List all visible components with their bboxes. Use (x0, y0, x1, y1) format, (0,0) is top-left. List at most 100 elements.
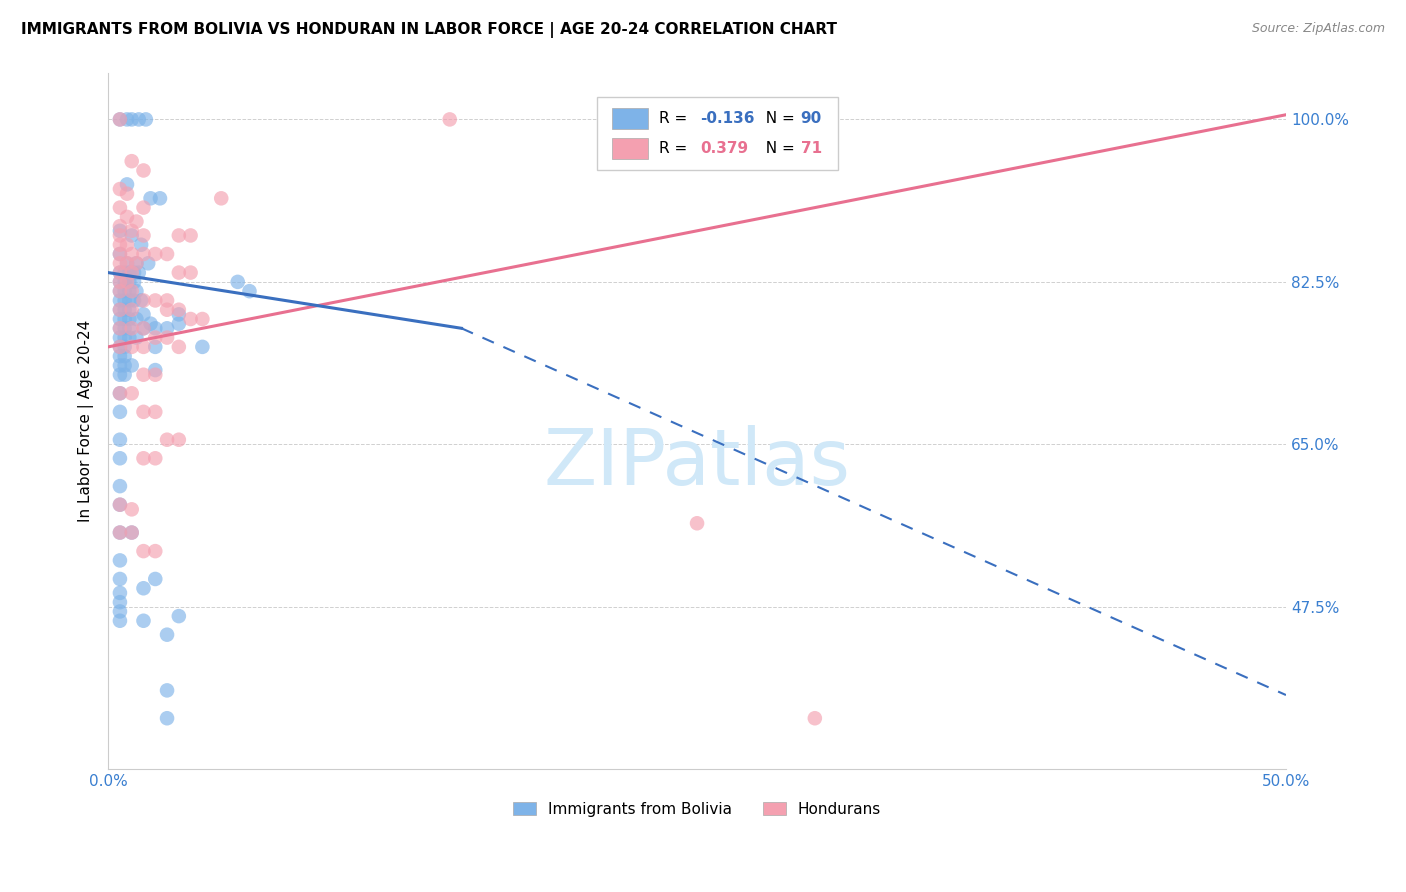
Legend: Immigrants from Bolivia, Hondurans: Immigrants from Bolivia, Hondurans (505, 794, 889, 824)
Point (143, 544, 166, 558)
Point (180, 266, 202, 280)
Point (108, 595, 131, 609)
Point (108, 349, 131, 363)
Point (143, 340, 166, 354)
Point (108, 182, 131, 196)
Point (118, 293, 141, 308)
Text: -0.136: -0.136 (700, 112, 755, 127)
Text: ZIPatlas: ZIPatlas (544, 425, 851, 501)
Text: R =: R = (659, 141, 693, 156)
Point (108, 256, 131, 270)
Point (121, 284, 143, 298)
Point (136, 256, 159, 270)
Point (114, 330, 136, 344)
Point (114, 293, 136, 308)
Point (108, 525, 131, 540)
Point (108, 247, 131, 261)
Text: R =: R = (659, 112, 693, 127)
Point (125, 214, 148, 228)
Point (439, 112, 461, 127)
Text: 71: 71 (800, 141, 823, 156)
Point (132, 614, 155, 628)
Point (108, 228, 131, 243)
Point (156, 433, 179, 447)
Point (108, 386, 131, 401)
Point (132, 368, 155, 382)
Point (108, 302, 131, 317)
Point (114, 359, 136, 373)
Point (125, 312, 148, 326)
Point (804, 711, 827, 725)
Point (118, 302, 141, 317)
Point (149, 191, 172, 205)
Point (121, 154, 143, 169)
Point (132, 581, 155, 595)
Point (143, 321, 166, 335)
Point (114, 266, 136, 280)
Point (143, 572, 166, 586)
Point (118, 275, 141, 289)
Point (108, 247, 131, 261)
Point (108, 614, 131, 628)
Point (156, 247, 179, 261)
Point (132, 307, 155, 321)
Point (114, 368, 136, 382)
Point (167, 302, 190, 317)
Point (108, 201, 131, 215)
Point (108, 266, 131, 280)
FancyBboxPatch shape (598, 97, 838, 170)
Point (167, 609, 190, 624)
Point (108, 237, 131, 252)
Point (132, 451, 155, 466)
Point (156, 293, 179, 308)
Point (115, 256, 138, 270)
Point (139, 191, 162, 205)
Point (132, 405, 155, 419)
Point (132, 340, 155, 354)
Point (132, 163, 155, 178)
Point (108, 605, 131, 619)
Point (115, 178, 138, 192)
Point (108, 572, 131, 586)
Point (132, 544, 155, 558)
Point (121, 224, 143, 238)
Point (143, 330, 166, 344)
Point (167, 266, 190, 280)
Point (121, 525, 143, 540)
Point (121, 266, 143, 280)
Point (121, 340, 143, 354)
Point (143, 405, 166, 419)
Point (118, 312, 141, 326)
Point (122, 293, 145, 308)
Point (156, 683, 179, 698)
Point (114, 284, 136, 298)
Point (167, 433, 190, 447)
Point (121, 525, 143, 540)
Point (167, 340, 190, 354)
Point (108, 112, 131, 127)
Point (108, 293, 131, 308)
Point (129, 237, 152, 252)
Point (114, 349, 136, 363)
Point (108, 219, 131, 234)
Point (114, 340, 136, 354)
Point (125, 256, 148, 270)
Point (128, 266, 150, 280)
Point (143, 293, 166, 308)
Point (121, 112, 143, 127)
Bar (612, 109, 648, 129)
Text: Source: ZipAtlas.com: Source: ZipAtlas.com (1251, 22, 1385, 36)
Point (132, 201, 155, 215)
Point (108, 586, 131, 600)
Point (121, 502, 143, 516)
Point (209, 191, 232, 205)
Point (114, 302, 136, 317)
Text: 90: 90 (800, 112, 823, 127)
Point (108, 368, 131, 382)
Point (121, 228, 143, 243)
Point (108, 479, 131, 493)
Point (191, 312, 214, 326)
Point (686, 516, 709, 531)
Point (114, 312, 136, 326)
Point (156, 330, 179, 344)
